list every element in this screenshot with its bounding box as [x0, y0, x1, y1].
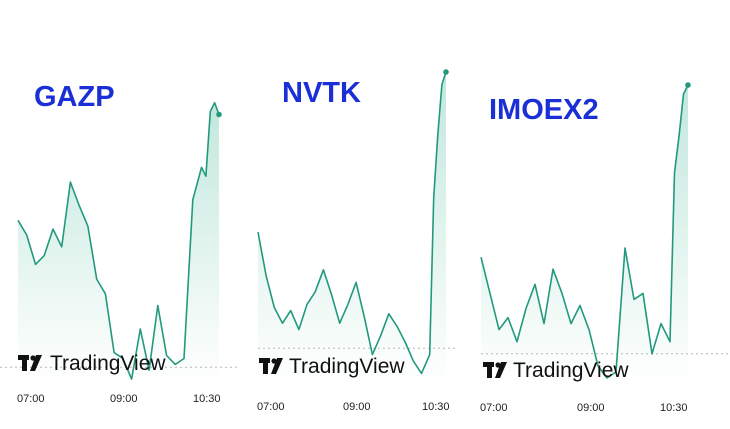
series-layer-gazp: [0, 101, 238, 382]
tradingview-brand-text: TradingView: [50, 352, 166, 375]
x-tick-label: 09:00: [343, 401, 371, 413]
chart-panel-imoex2: IMOEX2 TradingView 07:00 09:00 10:30: [480, 82, 730, 414]
last-price-marker: [216, 111, 222, 118]
price-line: [257, 71, 447, 375]
tradingview-logo-imoex2: TradingView: [483, 359, 629, 382]
tradingview-brand-text: TradingView: [289, 355, 405, 378]
chart-panel-gazp: GAZP TradingView 07:00 09:00 10:30: [0, 81, 238, 405]
tradingview-brand-text: TradingView: [513, 359, 629, 382]
x-tick-label: 10:30: [193, 393, 221, 405]
price-line: [17, 101, 220, 380]
x-tick-label: 07:00: [480, 402, 508, 414]
x-tick-label: 10:30: [660, 402, 688, 414]
ticker-label-imoex2: IMOEX2: [489, 94, 599, 126]
area-fill: [258, 72, 446, 386]
tradingview-logo-icon: [18, 355, 42, 371]
tradingview-logo-icon: [483, 362, 507, 378]
series-layer-nvtk: [257, 69, 458, 386]
last-price-marker: [685, 82, 691, 88]
series-layer-imoex2: [480, 82, 730, 384]
x-tick-label: 09:00: [577, 402, 605, 414]
tradingview-logo-gazp: TradingView: [18, 352, 166, 375]
chart-panel-nvtk: NVTK TradingView 07:00 09:00 10:30: [257, 69, 458, 413]
x-tick-label: 07:00: [257, 401, 285, 413]
x-tick-label: 09:00: [110, 393, 138, 405]
x-tick-label: 07:00: [17, 393, 45, 405]
x-tick-label: 10:30: [422, 401, 450, 413]
price-line: [480, 84, 689, 379]
tradingview-logo-nvtk: TradingView: [259, 355, 405, 378]
area-fill: [18, 102, 219, 382]
ticker-label-gazp: GAZP: [34, 81, 115, 113]
area-fill: [481, 85, 688, 384]
ticker-label-nvtk: NVTK: [282, 77, 361, 109]
tradingview-logo-icon: [259, 358, 283, 374]
last-price-marker: [443, 69, 449, 75]
